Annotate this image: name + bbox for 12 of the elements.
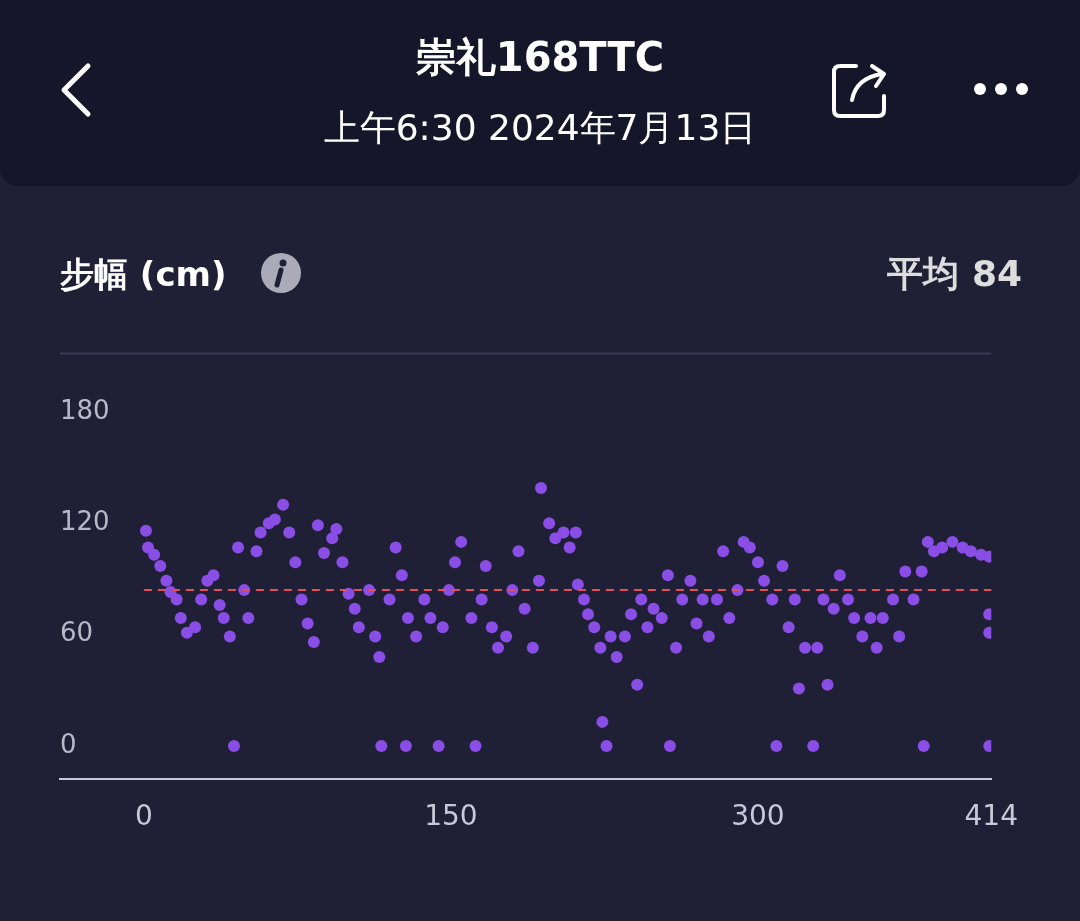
y-tick-label: 180 xyxy=(60,394,110,425)
text: 平均 84 xyxy=(887,252,1022,296)
chart-subtitle: 上午6:30 2024年7月13日 xyxy=(322,106,758,150)
y-tick-label: 120 xyxy=(60,506,110,537)
x-tick-label: 300 xyxy=(731,799,785,833)
chart-title: 崇礼168TTC xyxy=(414,33,666,82)
x-tick-label: 150 xyxy=(424,799,478,833)
x-tick-label: 0 xyxy=(135,799,153,833)
x-tick-label: 414 xyxy=(964,799,1018,833)
y-axis-title: 步幅 (cm) xyxy=(60,253,227,296)
y-tick-label: 0 xyxy=(60,728,77,759)
y-tick-label: 60 xyxy=(60,617,94,648)
